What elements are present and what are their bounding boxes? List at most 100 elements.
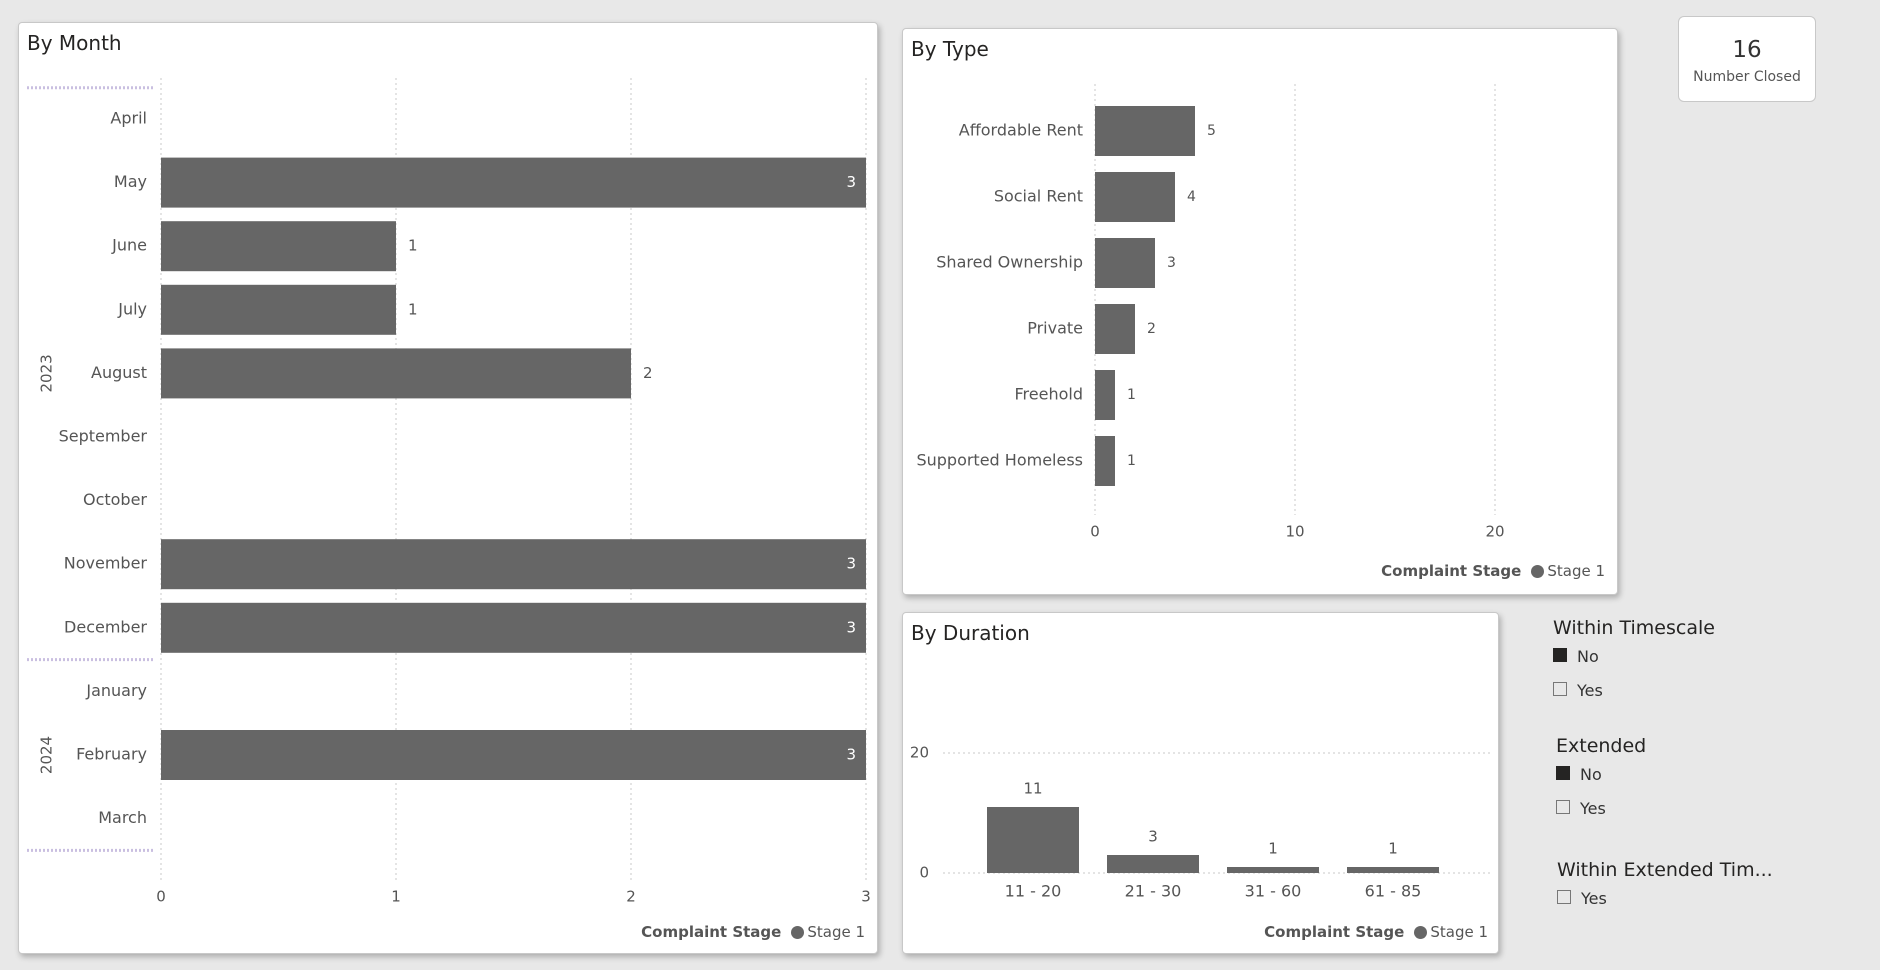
option-label: Yes xyxy=(1580,799,1606,818)
data-label: 1 xyxy=(1388,840,1398,858)
extended-slicer: Extended No Yes xyxy=(1556,735,1646,833)
data-label: 3 xyxy=(1148,828,1158,846)
within-timescale-slicer: Within Timescale No Yes xyxy=(1553,617,1715,715)
y-tick-label: 20 xyxy=(910,744,929,762)
bar xyxy=(1095,106,1195,156)
data-label: 3 xyxy=(846,746,856,764)
y-tick-label: October xyxy=(83,490,147,509)
checkbox-icon[interactable] xyxy=(1557,890,1571,904)
x-tick-label: 20 xyxy=(1485,523,1504,541)
x-tick-label: 21 - 30 xyxy=(1125,882,1182,901)
data-label: 1 xyxy=(408,237,418,255)
bar xyxy=(161,284,396,335)
option-label: No xyxy=(1577,647,1599,666)
x-tick-label: 2 xyxy=(626,888,636,906)
x-tick-label: 11 - 20 xyxy=(1005,882,1062,901)
x-tick-label: 10 xyxy=(1285,523,1304,541)
bar xyxy=(161,730,866,780)
option-label: Yes xyxy=(1577,681,1603,700)
by-type-panel[interactable]: By Type 0 10 20 Affordable Rent 5 Social Rent… xyxy=(902,28,1618,595)
checkbox-checked-icon[interactable] xyxy=(1553,648,1567,662)
y-tick-label: January xyxy=(85,681,147,700)
y-tick-label: 0 xyxy=(919,864,929,882)
slicer-option-yes[interactable]: Yes xyxy=(1556,799,1646,833)
by-duration-legend: Complaint Stage Stage 1 xyxy=(1264,923,1488,941)
legend-title: Complaint Stage xyxy=(1264,923,1405,941)
y-tick-label: Private xyxy=(1027,319,1083,338)
number-closed-card[interactable]: 16 Number Closed xyxy=(1678,16,1816,102)
x-tick-label: 0 xyxy=(1090,523,1100,541)
bar xyxy=(1095,304,1135,354)
slicer-title: Within Timescale xyxy=(1553,617,1715,639)
y-tick-label: February xyxy=(76,745,147,764)
legend-dot-icon xyxy=(1414,926,1428,939)
y-tick-label: June xyxy=(111,236,147,255)
by-month-title: By Month xyxy=(27,31,122,55)
data-label: 3 xyxy=(846,555,856,573)
bar xyxy=(161,348,631,399)
y-tick-label: Social Rent xyxy=(994,187,1083,206)
group-label: 2023 xyxy=(38,354,56,392)
data-label: 1 xyxy=(1127,387,1136,403)
by-type-chart: 0 10 20 Affordable Rent 5 Social Rent 4 Shared … xyxy=(916,84,1505,541)
x-tick-label: 3 xyxy=(861,888,871,906)
data-label: 2 xyxy=(643,364,653,382)
y-tick-label: April xyxy=(110,109,147,128)
slicer-option-no[interactable]: No xyxy=(1556,765,1646,799)
bar xyxy=(1095,370,1115,420)
x-tick-label: 31 - 60 xyxy=(1245,882,1302,901)
data-label: 1 xyxy=(408,300,418,318)
data-label: 3 xyxy=(846,618,856,636)
card-label: Number Closed xyxy=(1693,69,1801,85)
y-tick-label: September xyxy=(59,427,148,446)
slicer-option-yes[interactable]: Yes xyxy=(1557,889,1773,923)
x-tick-label: 1 xyxy=(391,888,401,906)
bar xyxy=(1095,238,1155,288)
by-type-legend: Complaint Stage Stage 1 xyxy=(1381,562,1605,580)
data-label: 1 xyxy=(1127,453,1136,469)
y-tick-label: Freehold xyxy=(1015,385,1083,404)
by-month-legend: Complaint Stage Stage 1 xyxy=(641,923,865,941)
checkbox-icon[interactable] xyxy=(1553,682,1567,696)
by-month-panel[interactable]: By Month 0 1 2 3 2023 2024 April May 3 June 1 July 1… xyxy=(18,22,878,954)
bar xyxy=(161,221,396,272)
checkbox-icon[interactable] xyxy=(1556,800,1570,814)
y-tick-label: December xyxy=(64,617,147,636)
data-label: 3 xyxy=(846,173,856,191)
bar xyxy=(1095,436,1115,486)
data-label: 5 xyxy=(1207,123,1216,139)
checkbox-checked-icon[interactable] xyxy=(1556,766,1570,780)
y-tick-label: August xyxy=(91,363,147,382)
y-tick-label: Shared Ownership xyxy=(936,253,1083,272)
y-tick-label: July xyxy=(117,299,147,318)
by-duration-chart: 0 20 11 11 - 20 3 21 - 30 1 31 - 60 1 61 - 85 xyxy=(910,744,1493,901)
bar xyxy=(1107,855,1199,873)
bar xyxy=(1227,867,1319,873)
slicer-title: Within Extended Tim... xyxy=(1557,859,1773,881)
y-tick-label: March xyxy=(98,808,147,827)
within-extended-timescale-slicer: Within Extended Tim... Yes xyxy=(1557,859,1773,923)
bar xyxy=(161,157,866,208)
bar xyxy=(1095,172,1175,222)
data-label: 11 xyxy=(1023,780,1042,798)
by-month-chart: 0 1 2 3 2023 2024 April May 3 June 1 July 1 August 2 Se… xyxy=(27,78,871,906)
data-label: 2 xyxy=(1147,321,1156,337)
legend-item: Stage 1 xyxy=(807,923,865,941)
bar xyxy=(987,807,1079,873)
legend-dot-icon xyxy=(791,926,805,939)
legend-item: Stage 1 xyxy=(1547,562,1605,580)
by-type-title: By Type xyxy=(911,37,989,61)
bar xyxy=(161,539,866,590)
y-tick-label: Supported Homeless xyxy=(916,451,1083,470)
y-tick-label: Affordable Rent xyxy=(959,121,1083,140)
data-label: 4 xyxy=(1187,189,1196,205)
y-tick-label: May xyxy=(114,172,147,191)
legend-title: Complaint Stage xyxy=(641,923,782,941)
bar xyxy=(161,602,866,653)
slicer-option-yes[interactable]: Yes xyxy=(1553,681,1715,715)
by-duration-panel[interactable]: By Duration 0 20 11 11 - 20 3 21 - 30 1 31 - 60… xyxy=(902,612,1499,954)
card-value: 16 xyxy=(1732,37,1762,63)
legend-dot-icon xyxy=(1531,565,1545,578)
option-label: Yes xyxy=(1581,889,1607,908)
slicer-option-no[interactable]: No xyxy=(1553,647,1715,681)
